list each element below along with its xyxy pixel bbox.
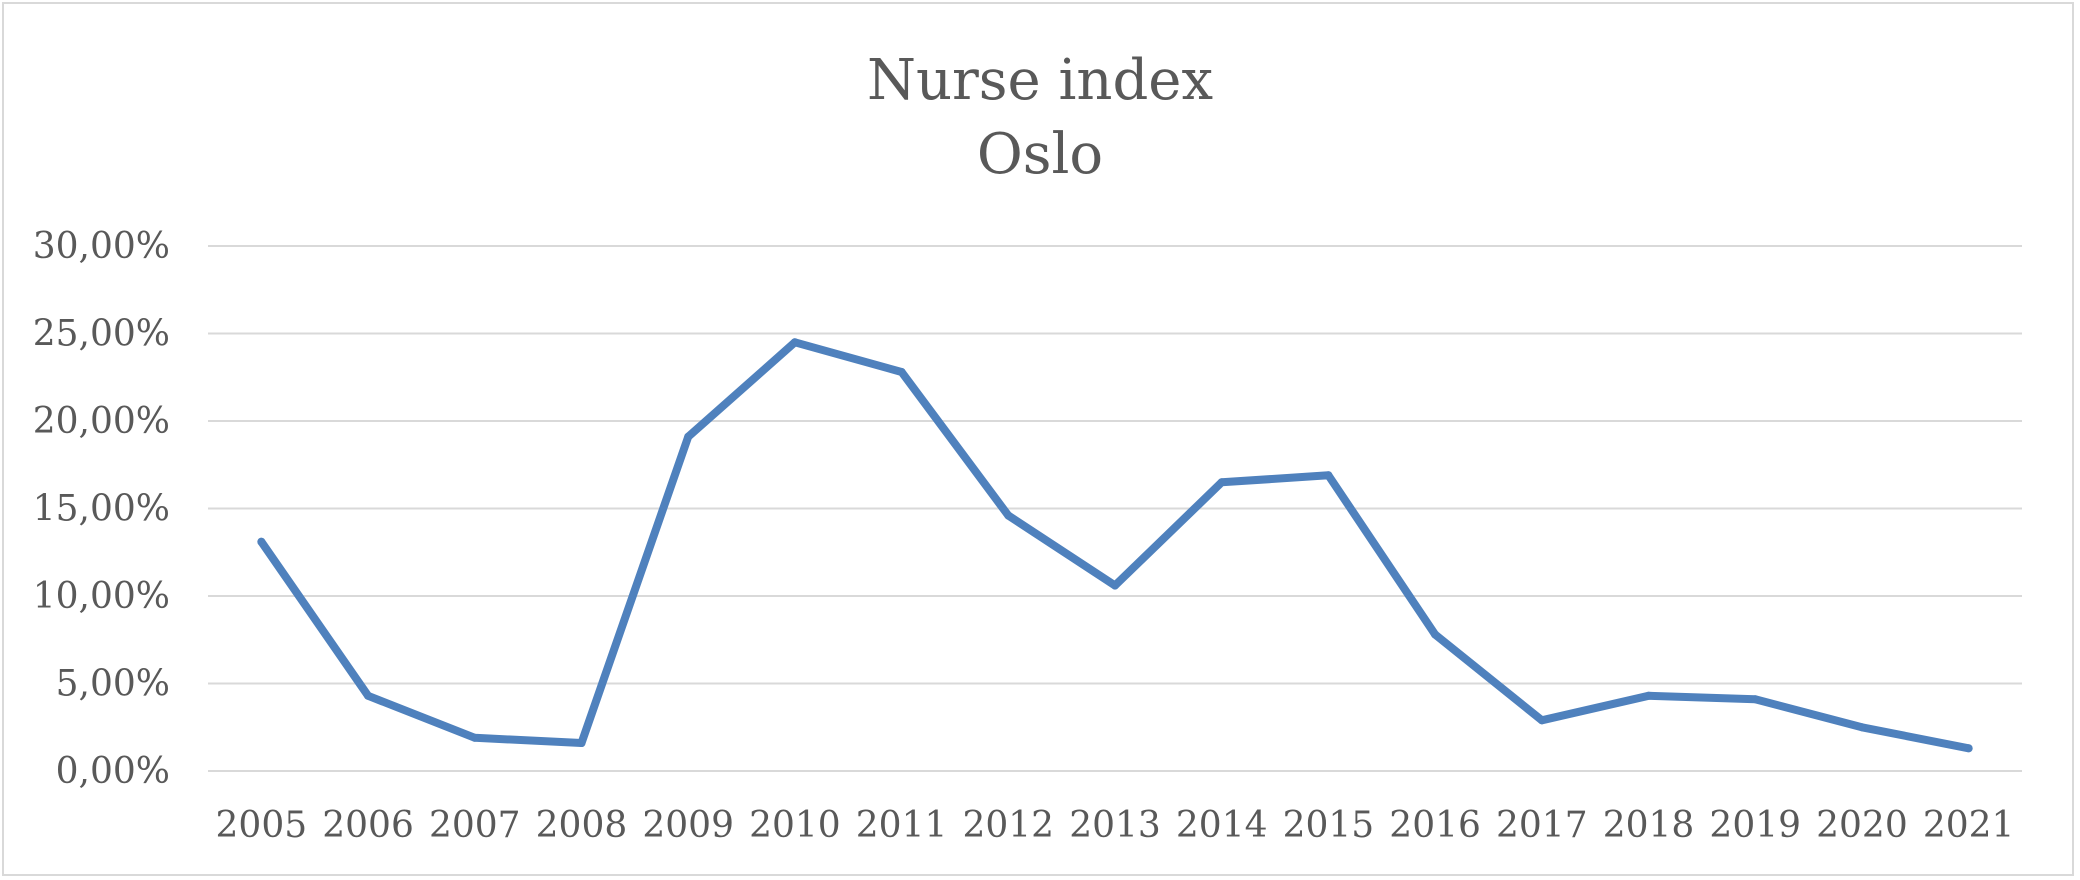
x-tick-label: 2008 [536,805,628,846]
series-line [257,338,1973,753]
data-point [1111,581,1119,590]
data-point [1644,691,1653,700]
data-point [790,338,799,347]
y-tick-label: 5,00% [56,664,170,705]
data-point [1537,716,1546,725]
y-tick-label: 0,00% [56,751,170,792]
data-point [1004,511,1013,520]
x-tick-label: 2015 [1283,805,1375,846]
series-layer [257,338,1973,753]
data-point [1217,478,1226,487]
data-point [1857,723,1866,732]
x-tick-label: 2019 [1709,805,1801,846]
x-tick-label: 2017 [1496,805,1588,846]
x-tick-label: 2011 [856,805,948,846]
x-axis-tick-labels: 2005 2006 2007 2008 2009 2010 2011 2012 2013 2014… [216,805,2015,846]
data-point [1324,471,1333,480]
data-point [257,537,266,546]
data-point [1751,695,1760,704]
y-axis-tick-labels: 0,00% 5,00% 10,00% 15,00% 20,00% 25,00% 30,00% [33,226,170,792]
data-point [1431,630,1440,639]
chart-title: Nurse index [866,48,1214,113]
data-point [470,733,479,742]
chart-subtitle: Oslo [976,122,1104,187]
y-tick-label: 25,00% [33,314,170,355]
x-tick-label: 2006 [322,805,414,846]
gridlines [208,245,2022,772]
x-tick-label: 2014 [1176,805,1268,846]
x-tick-label: 2010 [749,805,841,846]
data-point [684,432,693,441]
data-point [1964,744,1973,753]
y-tick-label: 30,00% [33,226,170,267]
x-tick-label: 2018 [1603,805,1695,846]
y-tick-label: 20,00% [33,401,170,442]
x-tick-label: 2005 [216,805,308,846]
x-tick-label: 2012 [962,805,1054,846]
data-point [897,368,906,376]
x-tick-label: 2020 [1816,805,1908,846]
x-tick-label: 2013 [1069,805,1161,846]
x-tick-label: 2016 [1389,805,1481,846]
data-point [577,739,586,747]
chart-title-block: Nurse index Oslo [0,44,2080,192]
y-tick-label: 15,00% [33,489,170,530]
x-tick-label: 2021 [1923,805,2015,846]
y-tick-label: 10,00% [33,576,170,617]
x-tick-label: 2007 [429,805,521,846]
data-point [364,691,373,700]
x-tick-label: 2009 [642,805,734,846]
